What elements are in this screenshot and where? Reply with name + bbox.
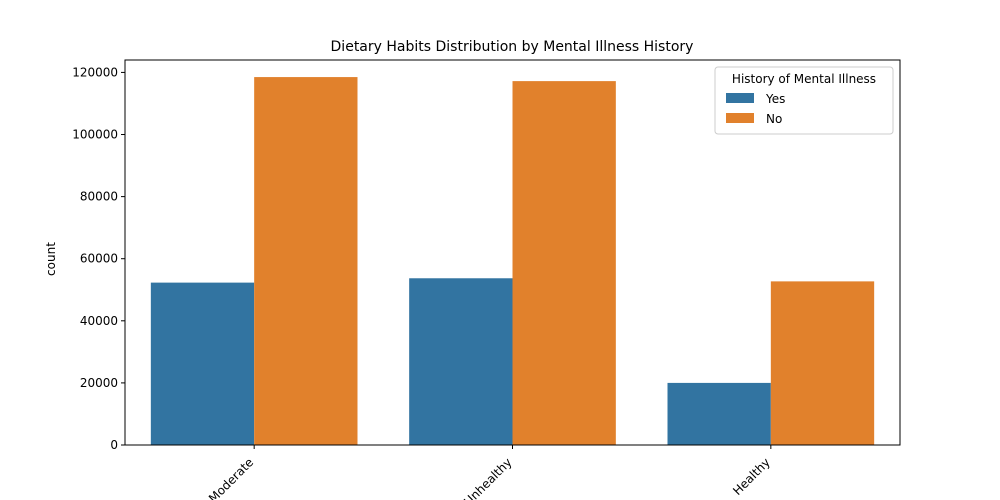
- x-tick-label: Moderate: [206, 455, 256, 500]
- y-tick-label: 0: [110, 438, 118, 452]
- y-axis-label: count: [44, 242, 58, 276]
- bar-no-healthy: [770, 281, 875, 445]
- x-axis: Moderate Unhealthy Healthy: [206, 445, 773, 500]
- legend-swatch-no: [726, 113, 754, 123]
- x-tick-label: Unhealthy: [461, 455, 514, 500]
- legend-label-no: No: [766, 112, 782, 126]
- y-axis: 0 20000 40000 60000 80000 100000 120000: [72, 65, 125, 452]
- y-tick-label: 100000: [72, 128, 118, 142]
- legend-box: [714, 66, 894, 135]
- bar-no-moderate: [254, 77, 358, 446]
- y-tick-label: 80000: [80, 190, 118, 204]
- y-tick-label: 40000: [80, 314, 118, 328]
- y-tick-label: 20000: [80, 376, 118, 390]
- bars-layer: [150, 77, 875, 446]
- y-tick-label: 120000: [72, 65, 118, 79]
- plot-frame: [124, 59, 901, 446]
- legend-label-yes: Yes: [765, 92, 785, 106]
- chart-title: Dietary Habits Distribution by Mental Il…: [331, 39, 694, 55]
- legend: History of Mental Illness Yes No: [714, 66, 894, 135]
- bar-yes-unhealthy: [409, 278, 513, 445]
- bar-no-unhealthy: [512, 81, 616, 445]
- bar-yes-moderate: [150, 282, 255, 445]
- y-tick-label: 60000: [80, 252, 118, 266]
- legend-title: History of Mental Illness: [732, 72, 876, 86]
- legend-swatch-yes: [726, 93, 754, 103]
- x-tick-label: Healthy: [730, 455, 773, 498]
- bar-yes-healthy: [667, 382, 771, 445]
